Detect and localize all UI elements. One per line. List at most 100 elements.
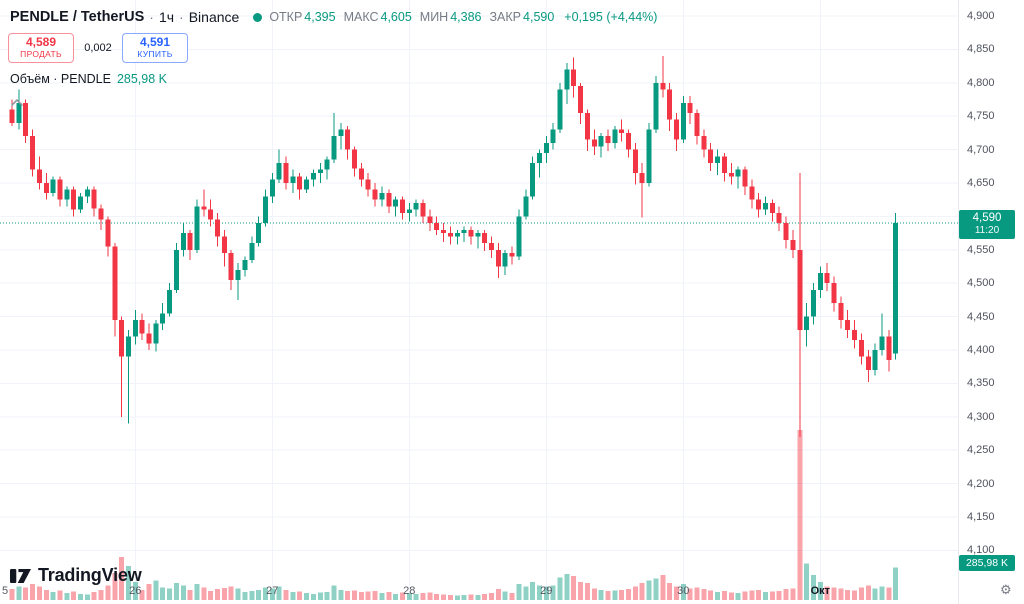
candle-body xyxy=(242,259,248,270)
candle-body xyxy=(756,199,762,210)
volume-bar xyxy=(43,589,49,600)
volume-bar xyxy=(434,593,440,600)
candle-body xyxy=(16,102,22,123)
time-axis-label: 26 xyxy=(129,585,142,597)
volume-bar xyxy=(516,584,522,600)
volume-bar xyxy=(78,593,83,600)
volume-bar xyxy=(386,592,392,600)
time-axis-label: 27 xyxy=(266,585,279,597)
volume-bar xyxy=(550,585,556,600)
volume-bar xyxy=(557,577,563,600)
volume-bar xyxy=(139,589,145,600)
volume-bar xyxy=(893,567,899,600)
gear-icon[interactable]: ⚙ xyxy=(1000,582,1012,597)
candle-body xyxy=(790,239,796,250)
candle-body xyxy=(810,289,816,317)
volume-bar xyxy=(482,593,488,600)
candle-body xyxy=(694,112,700,137)
candle-body xyxy=(763,203,768,210)
candle-body xyxy=(36,169,42,183)
volume-bar xyxy=(769,591,775,600)
candle-body xyxy=(886,336,892,361)
volume-bar xyxy=(708,590,714,600)
volume-bar xyxy=(125,566,131,600)
sell-button[interactable]: 4,589 ПРОДАТЬ xyxy=(8,33,74,63)
candle-body xyxy=(43,183,49,194)
tradingview-logo[interactable]: TradingView xyxy=(10,565,142,586)
price-axis-label: 4,250 xyxy=(967,444,995,457)
bar-countdown: 11:20 xyxy=(974,225,1000,236)
volume-bar xyxy=(194,584,200,600)
candle-body xyxy=(228,253,234,280)
candle-body xyxy=(495,249,501,267)
candle-body xyxy=(249,243,255,260)
price-axis-label: 4,850 xyxy=(967,43,995,56)
candle-body xyxy=(598,136,604,147)
candle-body xyxy=(215,219,220,237)
symbol-title[interactable]: PENDLE / TetherUS xyxy=(10,9,145,25)
candle-body xyxy=(262,196,268,224)
candle-body xyxy=(749,186,755,200)
candle-body xyxy=(153,323,159,344)
candle-body xyxy=(372,189,378,200)
price-axis-label: 4,700 xyxy=(967,143,995,156)
candle-body xyxy=(872,350,878,371)
interval-label[interactable]: 1ч xyxy=(158,9,175,25)
volume-bar xyxy=(71,591,77,600)
candle-body xyxy=(769,203,775,214)
candle-body xyxy=(413,203,419,210)
time-axis-label: 28 xyxy=(403,585,416,597)
candle-body xyxy=(352,149,357,169)
candle-body xyxy=(715,156,721,163)
candle-body xyxy=(721,156,727,173)
time-axis-label: 30 xyxy=(677,585,690,597)
volume-bar xyxy=(639,583,645,600)
volume-bar xyxy=(591,588,597,600)
price-axis-label: 4,500 xyxy=(967,277,995,290)
volume-bar xyxy=(187,589,193,600)
exchange-label[interactable]: Binance xyxy=(188,9,240,25)
volume-bar xyxy=(742,591,748,600)
volume-bar xyxy=(36,586,42,600)
volume-bar xyxy=(64,593,70,600)
buy-button[interactable]: 4,591 КУПИТЬ xyxy=(122,33,188,63)
volume-bar xyxy=(160,587,166,600)
candle-body xyxy=(71,189,77,210)
buy-sell-widget: 4,589 ПРОДАТЬ 0,002 4,591 КУПИТЬ xyxy=(8,33,188,63)
volume-bar xyxy=(365,591,371,600)
volume-bar xyxy=(530,581,536,600)
volume-bar xyxy=(283,589,289,600)
volume-bar xyxy=(653,578,659,600)
volume-bar xyxy=(242,592,248,600)
candle-body xyxy=(427,216,433,224)
candle-body xyxy=(701,136,707,150)
candle-body xyxy=(530,162,536,197)
volume-bar xyxy=(831,587,837,600)
volume-bar xyxy=(153,580,159,600)
candle-body xyxy=(447,233,453,237)
price-axis-label: 4,400 xyxy=(967,344,995,356)
volume-bar xyxy=(578,581,584,600)
candle-body xyxy=(221,236,227,254)
candlestick-chart[interactable] xyxy=(0,0,958,604)
candle-body xyxy=(708,149,714,163)
candle-body xyxy=(893,223,899,354)
volume-bar xyxy=(612,590,618,600)
volume-bar xyxy=(694,587,700,600)
volume-bar xyxy=(379,593,385,600)
chevron-up-icon[interactable] xyxy=(10,94,26,106)
price-axis[interactable]: 4,9004,8504,8004,7504,7004,6504,6004,550… xyxy=(958,0,1024,604)
volume-bar xyxy=(399,592,405,600)
volume-label[interactable]: Объём · PENDLE xyxy=(10,72,111,86)
volume-bar xyxy=(57,590,63,600)
time-axis-label: 29 xyxy=(540,585,553,597)
volume-pane xyxy=(9,430,899,600)
time-axis-label: 5 xyxy=(1,585,9,597)
candle-body xyxy=(584,112,590,140)
candle-body xyxy=(680,102,686,140)
volume-bar xyxy=(728,592,734,600)
volume-bar xyxy=(420,593,426,600)
price-axis-label: 4,550 xyxy=(967,243,995,256)
candle-body xyxy=(516,216,522,257)
